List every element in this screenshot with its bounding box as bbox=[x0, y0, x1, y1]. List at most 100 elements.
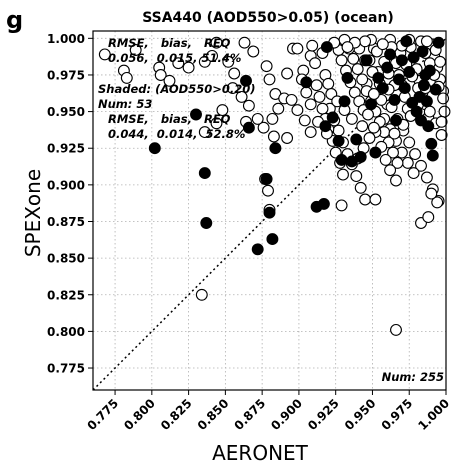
data-point bbox=[322, 77, 335, 90]
shaded-point bbox=[350, 133, 363, 146]
data-point bbox=[154, 69, 167, 81]
data-point bbox=[341, 41, 354, 54]
data-point bbox=[379, 153, 392, 166]
stats-all-header: RMSE, bias, REQ bbox=[108, 36, 231, 50]
y-axis-label: SPEXone bbox=[21, 169, 45, 257]
shaded-point bbox=[260, 173, 273, 185]
data-point bbox=[172, 57, 185, 70]
data-point bbox=[266, 112, 279, 125]
x-tick-label: 0.775 bbox=[84, 396, 121, 433]
shaded-point bbox=[317, 197, 330, 210]
data-point bbox=[267, 130, 280, 143]
shaded-point bbox=[395, 54, 408, 67]
data-point bbox=[242, 99, 255, 112]
shaded-point bbox=[240, 74, 252, 87]
data-point bbox=[309, 57, 322, 70]
shaded-point bbox=[148, 142, 161, 155]
data-point bbox=[403, 136, 416, 149]
x-tick-label: 0.950 bbox=[342, 396, 379, 433]
x-tick-label: 0.975 bbox=[379, 396, 416, 433]
data-point bbox=[304, 98, 317, 111]
data-point bbox=[332, 124, 345, 137]
shaded-points bbox=[148, 35, 445, 256]
data-point bbox=[210, 117, 223, 130]
data-point bbox=[300, 86, 313, 99]
shaded-point bbox=[406, 96, 419, 109]
data-point bbox=[423, 105, 436, 118]
x-tick-label: 0.850 bbox=[195, 396, 232, 433]
data-point bbox=[425, 187, 438, 200]
shaded-point bbox=[320, 41, 333, 54]
shaded-point bbox=[376, 82, 389, 95]
data-point bbox=[198, 126, 211, 139]
shaded-point bbox=[198, 167, 211, 180]
shaded-point bbox=[242, 121, 255, 134]
x-axis-label: AERONET bbox=[212, 441, 309, 464]
data-point bbox=[206, 49, 219, 62]
y-tick-label: 0.800 bbox=[47, 325, 85, 339]
data-point bbox=[182, 61, 195, 74]
shaded-point bbox=[420, 95, 433, 108]
shaded-point bbox=[381, 61, 394, 74]
shaded-point bbox=[372, 71, 385, 84]
shaded-point bbox=[426, 149, 439, 162]
shaded-label: Shaded: (AOD550>0.20) bbox=[98, 82, 256, 96]
data-point bbox=[359, 193, 372, 206]
y-tick-label: 0.775 bbox=[47, 362, 85, 376]
shaded-point bbox=[326, 111, 339, 124]
data-point bbox=[384, 164, 397, 177]
y-tick-label: 1.000 bbox=[47, 32, 85, 46]
data-point bbox=[350, 170, 363, 183]
data-point bbox=[337, 168, 349, 181]
shaded-point bbox=[300, 76, 313, 89]
data-point bbox=[163, 74, 176, 87]
data-point bbox=[369, 193, 382, 206]
data-point bbox=[272, 102, 285, 115]
data-point bbox=[359, 35, 372, 48]
data-point bbox=[435, 115, 448, 128]
data-point bbox=[298, 114, 311, 127]
chart-title: SSA440 (AOD550>0.05) (ocean) bbox=[142, 10, 394, 26]
x-tick-label: 1.000 bbox=[415, 396, 451, 433]
shaded-point bbox=[263, 206, 276, 219]
data-point bbox=[391, 156, 404, 169]
x-tick-label: 0.825 bbox=[158, 396, 195, 433]
data-point bbox=[356, 73, 369, 86]
shaded-point bbox=[407, 51, 420, 64]
shaded-point bbox=[415, 114, 427, 127]
data-point bbox=[407, 167, 420, 180]
data-point bbox=[415, 159, 427, 172]
data-point bbox=[235, 90, 248, 103]
data-point bbox=[210, 36, 223, 49]
data-point bbox=[222, 55, 235, 68]
data-point bbox=[435, 129, 448, 141]
data-point bbox=[216, 104, 229, 117]
data-point bbox=[281, 67, 294, 80]
shaded-point bbox=[341, 71, 354, 84]
data-point bbox=[388, 127, 401, 140]
shaded-point bbox=[332, 134, 345, 147]
data-point bbox=[376, 38, 389, 51]
data-point bbox=[304, 126, 317, 139]
data-point bbox=[362, 108, 374, 121]
y-tick-label: 0.950 bbox=[47, 105, 85, 119]
y-tick-label: 0.875 bbox=[47, 215, 85, 229]
data-point bbox=[291, 42, 304, 55]
y-tick-label: 0.825 bbox=[47, 288, 85, 302]
data-point bbox=[356, 120, 369, 133]
shaded-point bbox=[390, 114, 402, 127]
data-point bbox=[247, 45, 260, 58]
data-point bbox=[347, 52, 360, 65]
shaded-point bbox=[403, 66, 416, 78]
data-point bbox=[285, 93, 298, 106]
stats-all-values: 0.056, 0.015, 51.4% bbox=[108, 51, 241, 65]
shaded-point bbox=[384, 48, 397, 61]
data-point bbox=[363, 132, 376, 144]
data-point bbox=[120, 71, 133, 84]
data-point bbox=[422, 211, 435, 224]
stats-annotation: RMSE, bias, REQ 0.056, 0.015, 51.4% Shad… bbox=[98, 36, 444, 384]
data-point bbox=[313, 90, 326, 103]
data-point bbox=[238, 36, 251, 49]
shaded-point bbox=[251, 243, 264, 256]
